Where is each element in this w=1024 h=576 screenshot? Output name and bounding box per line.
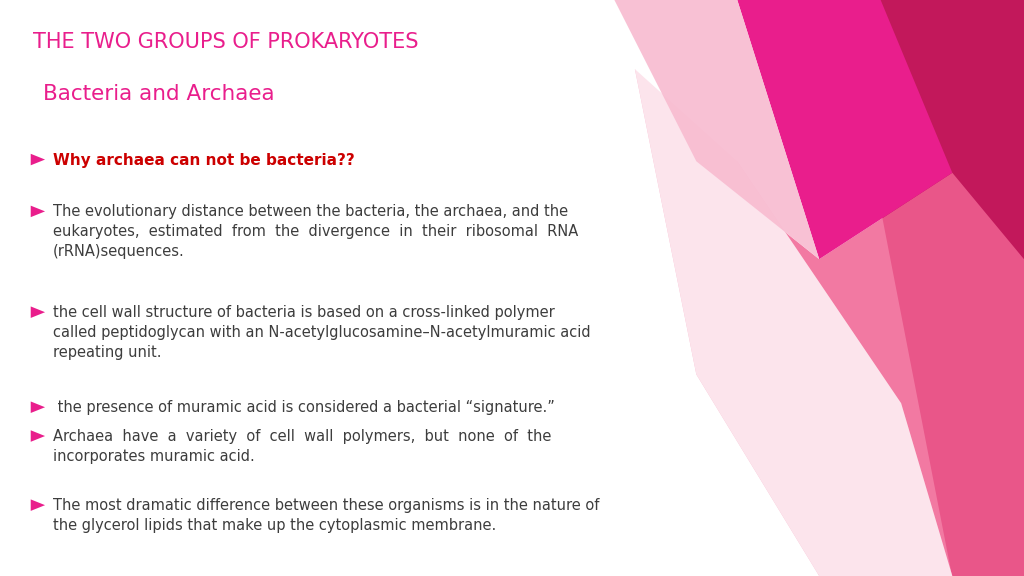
Text: Archaea  have  a  variety  of  cell  wall  polymers,  but  none  of  the
incorpo: Archaea have a variety of cell wall poly… [53, 429, 552, 464]
Text: The most dramatic difference between these organisms is in the nature of
the gly: The most dramatic difference between the… [53, 498, 600, 533]
Text: the cell wall structure of bacteria is based on a cross-linked polymer
called pe: the cell wall structure of bacteria is b… [53, 305, 591, 360]
Polygon shape [31, 401, 45, 413]
Polygon shape [31, 499, 45, 511]
Text: Bacteria and Archaea: Bacteria and Archaea [43, 84, 274, 104]
Text: the presence of muramic acid is considered a bacterial “signature.”: the presence of muramic acid is consider… [53, 400, 555, 415]
Polygon shape [635, 69, 952, 576]
Polygon shape [635, 69, 952, 576]
Polygon shape [840, 0, 1024, 576]
Polygon shape [31, 154, 45, 165]
Polygon shape [31, 430, 45, 442]
Polygon shape [614, 0, 819, 259]
Text: THE TWO GROUPS OF PROKARYOTES: THE TWO GROUPS OF PROKARYOTES [33, 32, 418, 52]
Polygon shape [696, 161, 1024, 576]
Polygon shape [31, 206, 45, 217]
Text: The evolutionary distance between the bacteria, the archaea, and the
eukaryotes,: The evolutionary distance between the ba… [53, 204, 579, 259]
Text: Why archaea can not be bacteria??: Why archaea can not be bacteria?? [53, 153, 355, 168]
Polygon shape [31, 306, 45, 318]
Polygon shape [737, 0, 952, 259]
